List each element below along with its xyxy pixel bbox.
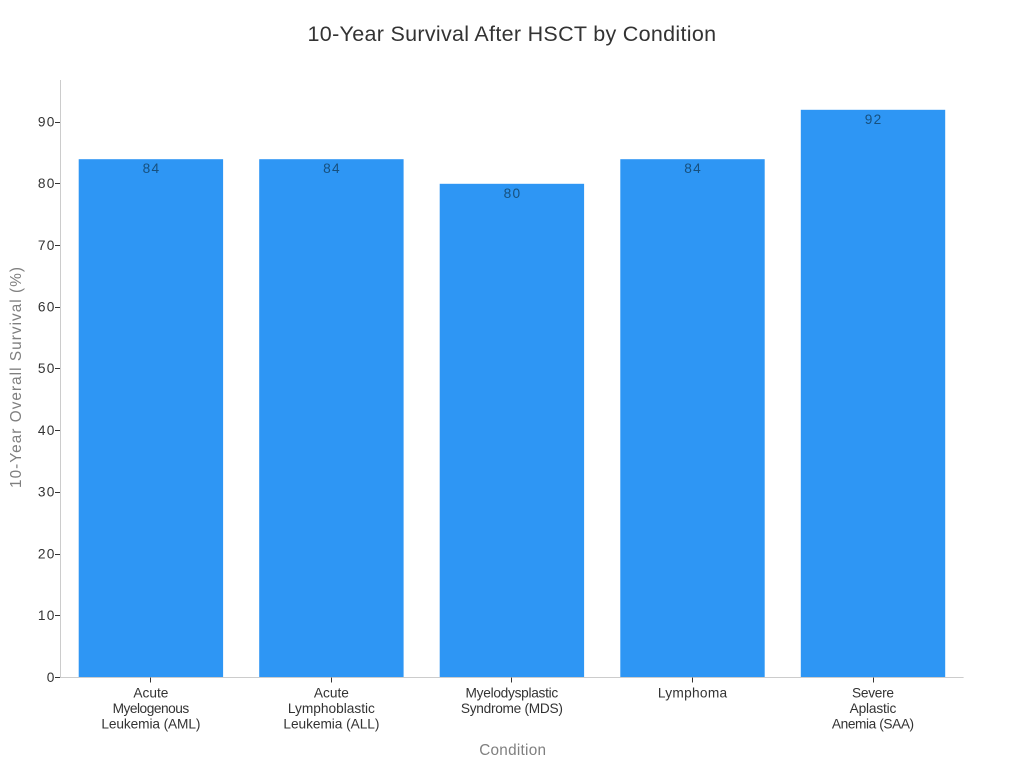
svg-text:80: 80: [504, 186, 521, 201]
svg-text:Acute: Acute: [133, 685, 168, 700]
svg-text:70: 70: [38, 238, 55, 253]
svg-text:84: 84: [684, 161, 701, 176]
svg-text:10: 10: [38, 608, 55, 623]
svg-text:Acute: Acute: [314, 685, 349, 700]
svg-text:10-Year Overall Survival (%): 10-Year Overall Survival (%): [8, 267, 25, 488]
svg-text:Anemia (SAA): Anemia (SAA): [832, 717, 914, 732]
svg-text:Severe: Severe: [852, 685, 894, 700]
svg-text:Leukemia (AML): Leukemia (AML): [101, 717, 200, 732]
svg-text:90: 90: [38, 114, 55, 129]
svg-text:Myelogenous: Myelogenous: [113, 701, 190, 716]
svg-text:80: 80: [38, 176, 55, 191]
svg-text:30: 30: [38, 485, 55, 500]
svg-text:Myelodysplastic: Myelodysplastic: [466, 685, 559, 700]
svg-text:10-Year Survival After HSCT by: 10-Year Survival After HSCT by Condition: [308, 22, 717, 46]
svg-text:Leukemia (ALL): Leukemia (ALL): [283, 717, 379, 732]
svg-text:Lymphoma: Lymphoma: [658, 685, 728, 700]
svg-text:84: 84: [143, 161, 160, 176]
svg-text:92: 92: [865, 112, 882, 127]
svg-text:40: 40: [38, 423, 55, 438]
svg-text:84: 84: [323, 161, 340, 176]
svg-text:50: 50: [38, 361, 55, 376]
svg-text:60: 60: [38, 300, 55, 315]
svg-text:Aplastic: Aplastic: [850, 701, 897, 716]
svg-text:Syndrome (MDS): Syndrome (MDS): [461, 701, 563, 716]
svg-text:20: 20: [38, 546, 55, 561]
svg-text:Condition: Condition: [479, 742, 546, 759]
svg-text:0: 0: [47, 670, 55, 685]
svg-text:Lymphoblastic: Lymphoblastic: [288, 701, 375, 716]
